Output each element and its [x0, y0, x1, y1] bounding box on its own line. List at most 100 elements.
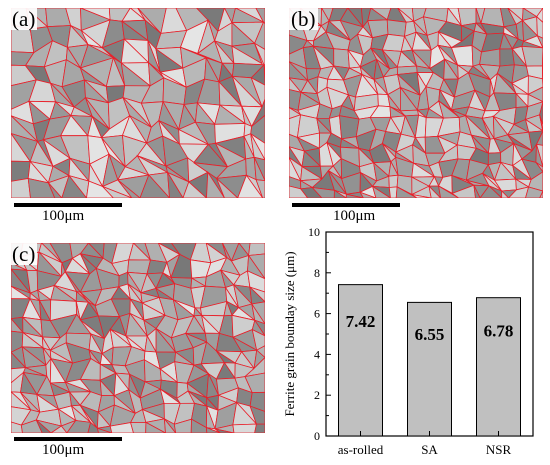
grain: [508, 186, 530, 198]
grain: [251, 99, 265, 127]
grain: [255, 8, 265, 25]
grain: [539, 101, 543, 126]
y-tick-label: 6: [314, 307, 320, 321]
grain: [345, 193, 364, 198]
grain: [249, 391, 265, 412]
y-tick-label: 8: [314, 266, 320, 280]
grain: [473, 185, 481, 198]
grain: [457, 8, 477, 27]
grain: [50, 425, 68, 433]
grain: [251, 328, 265, 351]
data-label: 6.55: [415, 325, 445, 344]
grain: [539, 114, 543, 132]
grain: [27, 177, 56, 198]
grain: [96, 427, 112, 433]
grain: [232, 423, 257, 433]
grain: [289, 185, 309, 198]
scale-label-b: 100μm: [333, 208, 376, 224]
grain: [163, 417, 177, 433]
grain: [311, 186, 335, 198]
bar-as-rolled: [338, 284, 383, 437]
bar-NSR: [476, 297, 521, 437]
grain: [536, 15, 543, 39]
data-label: 7.42: [346, 312, 376, 331]
data-label: 6.78: [484, 321, 514, 340]
grain-map: [11, 243, 265, 433]
grain: [48, 182, 63, 198]
grain-map: [289, 8, 543, 198]
grain: [20, 419, 43, 433]
grain: [411, 194, 432, 198]
micrograph-a: [11, 8, 265, 198]
grain: [243, 356, 265, 378]
grain: [182, 181, 208, 198]
grain: [35, 419, 52, 433]
grain: [527, 75, 543, 96]
panel-label-a: (a): [10, 7, 38, 31]
grain: [386, 19, 407, 37]
grain: [102, 186, 133, 198]
grain: [11, 421, 23, 433]
grain: [246, 270, 265, 293]
grain: [451, 184, 476, 198]
x-tick-label: NSR: [486, 442, 512, 457]
grain: [300, 187, 323, 198]
panel-label-c: (c): [10, 242, 38, 266]
grain: [87, 421, 100, 433]
scale-bar-b: [292, 203, 400, 207]
grain-size-bar-chart: 0 2 4 6 8 10 Ferrite grain bounday size (μm) as…: [282, 225, 534, 457]
grain: [173, 418, 192, 433]
grain: [61, 174, 88, 198]
grain: [535, 161, 543, 181]
grain: [359, 191, 377, 198]
grain: [86, 180, 114, 198]
grain: [117, 179, 141, 198]
grain: [479, 185, 503, 198]
grain: [528, 171, 543, 192]
grain: [371, 185, 392, 198]
grain: [479, 48, 501, 67]
grain: [536, 34, 543, 55]
scale-label-a: 100μm: [42, 208, 85, 224]
grain: [127, 259, 152, 275]
scale-bar-a: [14, 203, 122, 207]
y-tick-label: 2: [314, 388, 320, 402]
grain: [130, 421, 147, 433]
grain: [388, 174, 399, 188]
grain: [206, 171, 225, 198]
x-tick-label: as-rolled: [338, 442, 384, 457]
grain: [333, 48, 350, 69]
grain-map: [11, 8, 265, 198]
micrograph-b: [289, 8, 543, 198]
grain: [428, 184, 442, 198]
grain: [11, 178, 31, 198]
x-tick-label: SA: [421, 442, 438, 457]
grain: [333, 189, 347, 198]
grain: [249, 405, 265, 425]
y-axis-label: Ferrite grain bounday size (μm): [282, 251, 297, 416]
grain: [254, 21, 265, 50]
grain: [250, 76, 265, 108]
micrograph-c: [11, 243, 265, 433]
grain: [501, 190, 510, 198]
grain: [248, 243, 265, 256]
grain: [521, 158, 543, 181]
panel-label-b: (b): [289, 7, 318, 31]
grain: [167, 172, 184, 198]
grain: [139, 174, 171, 198]
y-tick-label: 4: [314, 347, 320, 361]
grain: [250, 114, 265, 144]
grain: [438, 185, 460, 198]
grain: [244, 372, 265, 394]
grain: [109, 422, 134, 433]
grain: [525, 186, 543, 198]
scale-label-c: 100μm: [42, 442, 85, 458]
scale-bar-c: [14, 437, 122, 441]
grain: [254, 423, 265, 433]
bar-SA: [407, 301, 452, 437]
grain: [145, 421, 166, 433]
grain: [539, 190, 543, 198]
grain: [388, 186, 398, 198]
grain: [395, 186, 418, 198]
grain: [237, 174, 264, 198]
